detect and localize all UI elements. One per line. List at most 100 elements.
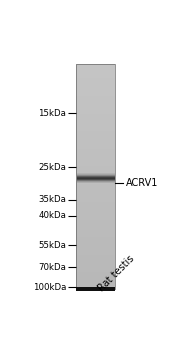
Bar	[76, 161, 115, 162]
Bar	[76, 206, 115, 207]
Bar	[76, 243, 115, 244]
Bar	[76, 273, 115, 274]
Bar	[76, 127, 115, 128]
Bar	[76, 227, 115, 228]
Bar	[76, 285, 115, 286]
Bar	[76, 74, 115, 75]
Bar	[76, 274, 115, 275]
Bar	[76, 207, 115, 208]
Bar	[76, 241, 115, 242]
Bar	[76, 78, 115, 79]
Bar	[76, 181, 115, 182]
Bar	[76, 269, 115, 270]
Bar	[76, 135, 115, 136]
Bar	[76, 221, 115, 222]
Bar	[76, 277, 115, 278]
Bar	[76, 136, 115, 137]
Bar	[76, 95, 115, 96]
Bar	[76, 104, 115, 105]
Bar	[76, 229, 115, 230]
Text: 35kDa: 35kDa	[38, 195, 66, 204]
Bar	[76, 152, 115, 153]
Bar	[76, 143, 115, 144]
Bar	[76, 228, 115, 229]
Bar	[76, 66, 115, 67]
Bar	[76, 178, 115, 179]
Bar	[76, 118, 115, 119]
Bar	[76, 200, 115, 201]
Bar	[76, 93, 115, 94]
Bar	[76, 142, 115, 143]
Bar	[76, 233, 115, 234]
Bar	[76, 208, 115, 209]
Bar	[76, 256, 115, 257]
Bar	[76, 267, 115, 268]
Bar	[76, 238, 115, 239]
Bar	[76, 162, 115, 163]
Bar	[76, 156, 115, 157]
Bar	[76, 168, 115, 169]
Bar	[76, 134, 115, 135]
Bar	[76, 220, 115, 221]
Bar	[76, 235, 115, 236]
Bar	[76, 266, 115, 267]
Bar	[76, 158, 115, 159]
Bar	[76, 137, 115, 138]
Bar	[76, 276, 115, 277]
Bar	[76, 113, 115, 114]
Bar	[76, 92, 115, 93]
Bar	[76, 237, 115, 238]
Bar	[76, 268, 115, 269]
Bar	[76, 100, 115, 101]
Bar	[76, 212, 115, 213]
Bar	[76, 216, 115, 217]
Bar	[76, 248, 115, 249]
Bar	[76, 87, 115, 88]
Bar	[76, 254, 115, 255]
Bar	[76, 91, 115, 92]
Bar	[76, 124, 115, 125]
Bar	[76, 202, 115, 203]
Bar	[76, 245, 115, 246]
Bar	[76, 251, 115, 252]
Bar	[76, 133, 115, 134]
Bar	[76, 132, 115, 133]
Text: 15kDa: 15kDa	[38, 109, 66, 118]
Bar	[76, 215, 115, 216]
Bar	[76, 99, 115, 100]
Bar	[76, 236, 115, 237]
Bar	[76, 153, 115, 154]
Bar	[76, 110, 115, 111]
Bar	[76, 109, 115, 110]
Bar	[76, 225, 115, 226]
Bar	[76, 188, 115, 189]
Bar	[76, 111, 115, 112]
Bar	[76, 197, 115, 198]
Bar	[76, 232, 115, 233]
Bar	[76, 257, 115, 258]
Bar	[76, 101, 115, 102]
Bar	[76, 116, 115, 117]
Bar	[76, 187, 115, 188]
Bar	[76, 89, 115, 90]
Bar	[76, 128, 115, 129]
Text: 25kDa: 25kDa	[38, 163, 66, 172]
Bar	[76, 84, 115, 85]
Bar	[76, 288, 115, 289]
Bar	[76, 167, 115, 168]
Bar	[76, 223, 115, 224]
Text: 100kDa: 100kDa	[33, 283, 66, 292]
Bar	[76, 265, 115, 266]
Bar	[76, 252, 115, 253]
Bar	[76, 145, 115, 146]
Bar	[76, 164, 115, 165]
Bar	[76, 151, 115, 152]
Bar	[76, 230, 115, 231]
Bar	[76, 72, 115, 73]
Bar	[76, 122, 115, 123]
Bar	[76, 211, 115, 212]
Bar	[76, 271, 115, 272]
Bar	[76, 98, 115, 99]
Bar	[76, 70, 115, 71]
Bar	[76, 172, 115, 173]
